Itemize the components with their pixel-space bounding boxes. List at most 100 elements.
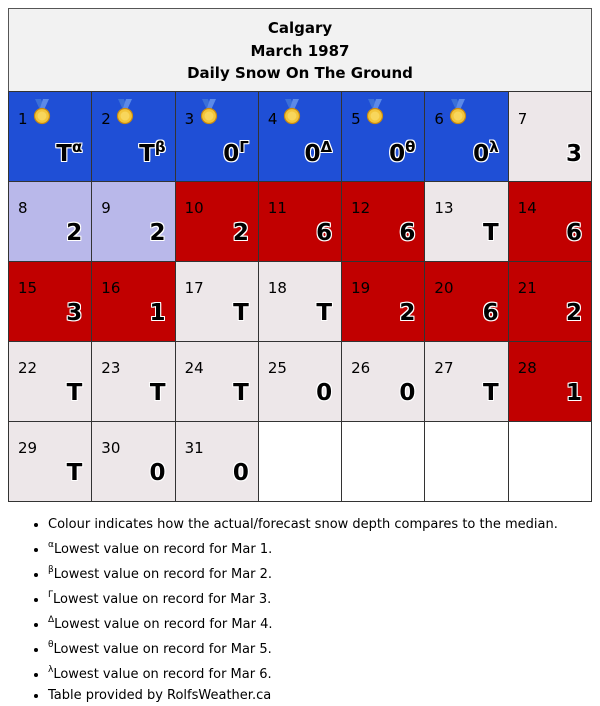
snow-depth-value: 6 [483,300,499,326]
snow-depth-value: 1 [566,380,582,406]
medal-icon [200,99,217,125]
note-text: Lowest value on record for Mar 4. [54,617,273,632]
medal-icon [367,99,384,125]
day-cell-22: 22 T [7,341,93,422]
snow-depth-value: 0Γ [223,138,249,167]
day-number: 9 [101,199,111,217]
snow-depth-text: 0 [389,141,406,167]
note-text: Table provided by RolfsWeather.ca [48,688,272,703]
note-marker: Δ [48,615,55,625]
day-cell-24: 24 T [174,341,259,422]
note-item: Colour indicates how the actual/forecast… [48,514,558,535]
snow-depth-text: 3 [565,141,582,167]
note-text: Lowest value on record for Mar 1. [53,542,273,557]
snow-depth-text: 2 [149,220,166,246]
day-number: 18 [267,279,287,297]
snow-depth-value: 0θ [389,138,415,167]
day-cell-21: 21 2 [507,261,593,342]
day-number: 10 [184,199,204,217]
snow-depth-value: 0 [150,460,166,486]
day-number: 24 [184,359,204,377]
snow-depth-value: 3 [566,141,582,167]
snow-depth-value: 0 [316,380,332,406]
medal-icon [117,99,134,125]
snow-depth-text: 2 [399,300,416,326]
day-number: 20 [434,279,454,297]
day-cell-4: 4 0Δ [257,91,343,182]
day-number: 28 [517,359,537,377]
day-number: 11 [267,199,287,217]
day-number: 14 [517,199,537,217]
empty-cell [507,421,593,502]
snow-depth-value: 6 [566,220,582,246]
day-number: 13 [434,199,454,217]
chart-subtitle: Daily Snow On The Ground [187,64,413,82]
snow-depth-value: 0Δ [305,138,333,167]
note-marker: λ [48,665,54,675]
snow-depth-text: T [66,460,83,486]
day-cell-16: 16 1 [91,261,176,342]
snow-depth-text: 0 [316,380,333,406]
calendar-week-row: 22 T 23 T 24 T 25 0 26 0 27 T 28 1 [7,341,593,422]
snow-depth-text: T [482,380,499,406]
snow-depth-text: T [233,300,249,326]
calendar-week-row: 8 2 9 2 10 2 11 6 12 6 13 T 14 6 [7,181,593,262]
day-cell-14: 14 6 [507,181,593,262]
snow-depth-value: Tα [56,138,82,167]
medal-icon [450,99,467,125]
medal-icon [33,99,51,125]
calendar-header: Calgary March 1987 Daily Snow On The Gro… [8,8,592,91]
snow-depth-text: 1 [565,380,582,406]
record-marker: β [154,138,166,156]
snow-depth-value: 3 [66,300,82,326]
day-cell-27: 27 T [424,341,509,422]
day-cell-13: 13 T [424,181,509,262]
snow-depth-text: 2 [66,220,83,246]
day-number: 22 [18,359,38,377]
day-number: 15 [18,279,38,297]
notes-list: Colour indicates how the actual/forecast… [28,514,558,706]
medal-icon [283,99,300,125]
calendar-week-row: 1 Tα 2 Tβ 3 0Γ 4 0Δ 5 0θ 6 0λ 7 3 [7,91,593,182]
note-item: ΓLowest value on record for Mar 3. [48,585,558,610]
day-cell-1: 1 Tα [7,91,93,182]
day-number: 1 [18,110,28,128]
note-item: λLowest value on record for Mar 6. [48,660,558,685]
day-number: 7 [517,110,528,128]
calendar-week-row: 15 3 16 1 17 T 18 T 19 2 20 6 21 2 [7,261,593,342]
day-number: 8 [18,199,28,217]
day-number: 19 [351,279,371,297]
day-cell-25: 25 0 [257,341,343,422]
day-number: 17 [184,279,204,297]
record-marker: α [71,138,83,156]
day-number: 21 [517,279,537,297]
snow-depth-value: 1 [150,300,166,326]
note-marker: Γ [48,590,54,600]
snow-depth-value: T [316,300,332,326]
city-title: Calgary [267,19,333,37]
note-marker: β [48,565,54,575]
snow-depth-value: T [483,380,499,406]
note-text: Colour indicates how the actual/forecast… [48,517,558,532]
day-cell-18: 18 T [257,261,343,342]
day-cell-29: 29 T [7,421,93,502]
snow-depth-text: T [482,220,499,246]
day-number: 25 [267,359,287,377]
note-text: Lowest value on record for Mar 3. [53,592,272,607]
day-cell-28: 28 1 [507,341,593,422]
empty-cell [341,421,426,502]
record-marker: λ [489,138,499,156]
snow-depth-value: Tβ [139,138,165,167]
day-number: 5 [351,110,361,128]
snow-depth-text: 6 [399,220,416,246]
day-cell-19: 19 2 [341,261,426,342]
day-cell-10: 10 2 [174,181,259,262]
snow-depth-text: 1 [149,300,166,326]
note-item: ΔLowest value on record for Mar 4. [48,610,558,635]
note-item: αLowest value on record for Mar 1. [48,535,558,560]
snow-depth-text: 6 [316,220,333,246]
snow-depth-value: 0 [233,460,249,486]
snow-depth-value: 6 [399,220,415,246]
day-cell-30: 30 0 [91,421,176,502]
